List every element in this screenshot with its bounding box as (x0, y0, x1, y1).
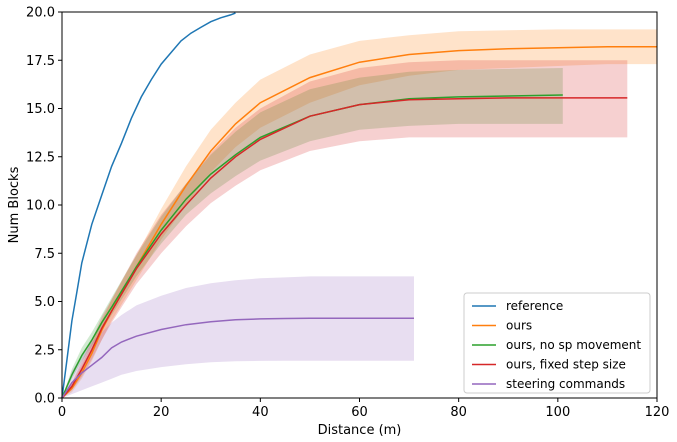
y-tick-label: 17.5 (26, 54, 55, 69)
y-tick-label: 5.0 (34, 295, 55, 310)
band-steering-commands (62, 276, 414, 398)
legend-box (463, 292, 651, 394)
y-axis-label: Num Blocks (7, 166, 22, 243)
x-tick-label: 80 (450, 405, 467, 420)
legend-label-ours-no-sp-movement: ours, no sp movement (506, 338, 641, 352)
x-tick-label: 120 (645, 405, 670, 420)
x-tick-label: 20 (153, 405, 170, 420)
y-tick-label: 0.0 (34, 392, 55, 407)
y-tick-label: 2.5 (34, 343, 55, 358)
y-axis-ticks: 0.0 2.5 5.0 7.5 10.0 12.5 15.0 17.5 20.0 (26, 6, 62, 407)
legend-label-steering-commands: steering commands (506, 377, 625, 391)
y-tick-label: 10.0 (26, 199, 55, 214)
band-ours-fixed-step-size (62, 60, 628, 399)
series-line-ours-no-sp-movement (61, 94, 563, 399)
series-line-steering-commands (61, 317, 414, 399)
x-tick-label: 0 (58, 405, 66, 420)
series-line-ours-fixed-step-size (61, 97, 628, 399)
x-tick-label: 100 (545, 405, 570, 420)
y-tick-label: 7.5 (34, 247, 55, 262)
legend-label-ours-fixed-step-size: ours, fixed step size (506, 358, 626, 372)
legend-label-reference: reference (506, 299, 563, 313)
y-tick-label: 15.0 (26, 102, 55, 117)
legend-label-ours: ours (506, 319, 532, 333)
series-line-reference (61, 12, 236, 399)
series-line-ours (61, 45, 657, 399)
x-tick-label: 40 (252, 405, 269, 420)
series-lines (61, 12, 657, 399)
x-tick-label: 60 (351, 405, 368, 420)
legend: reference ours ours, no sp movement ours, f… (463, 292, 651, 394)
y-tick-label: 12.5 (26, 150, 55, 165)
x-axis-label: Distance (m) (318, 423, 402, 438)
x-axis-ticks: 0 20 40 60 80 100 120 (58, 398, 670, 420)
y-tick-label: 20.0 (26, 6, 55, 21)
